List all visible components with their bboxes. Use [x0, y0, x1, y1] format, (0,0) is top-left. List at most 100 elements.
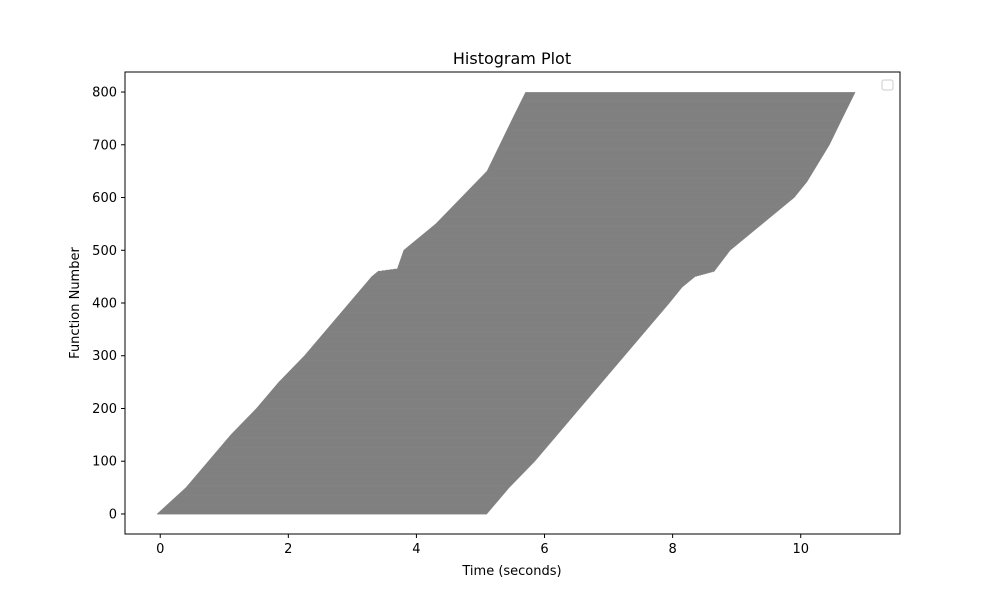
bar	[512, 117, 843, 119]
bar	[316, 340, 638, 342]
bar	[246, 418, 571, 420]
bar	[403, 249, 731, 251]
bar	[173, 498, 500, 500]
bar	[267, 394, 591, 396]
bar	[307, 352, 628, 354]
bar	[409, 245, 737, 246]
bar	[298, 361, 620, 362]
bar	[304, 354, 626, 356]
bar	[307, 351, 628, 353]
bar	[321, 334, 643, 336]
bar	[510, 121, 841, 123]
bar	[270, 391, 594, 393]
bar	[161, 509, 491, 511]
bar	[483, 174, 812, 176]
bar	[427, 230, 754, 232]
bar	[194, 477, 520, 479]
bar	[211, 456, 539, 458]
bar	[464, 193, 797, 195]
bar	[324, 332, 645, 333]
bar	[158, 512, 488, 514]
bar	[505, 131, 836, 133]
bar	[429, 228, 756, 230]
bar	[424, 232, 751, 234]
bar	[305, 354, 626, 356]
bar	[164, 506, 493, 508]
bar	[355, 295, 675, 297]
bar	[218, 449, 545, 451]
bar	[425, 231, 753, 233]
bar	[368, 279, 692, 281]
bar	[339, 313, 661, 315]
bar	[190, 481, 515, 483]
bar	[462, 195, 796, 197]
bar	[169, 502, 497, 504]
bar	[192, 479, 517, 481]
bar	[315, 342, 636, 344]
bar	[271, 389, 596, 391]
bar	[212, 455, 540, 457]
bar	[346, 305, 668, 307]
bar	[318, 338, 639, 340]
bar	[321, 335, 642, 337]
bar	[490, 163, 818, 165]
bar	[186, 486, 510, 488]
bar	[377, 271, 713, 273]
bar	[197, 472, 524, 474]
bar	[505, 132, 836, 134]
bar	[180, 492, 505, 494]
bar	[294, 365, 616, 367]
bar	[193, 478, 519, 480]
bar	[235, 429, 562, 431]
bar	[406, 247, 733, 249]
bar	[374, 273, 705, 275]
bar	[234, 430, 561, 432]
bar	[275, 385, 600, 387]
bar	[502, 138, 833, 139]
bar-group	[157, 92, 856, 515]
bar	[258, 405, 582, 407]
bar	[487, 169, 815, 171]
bar	[361, 288, 681, 290]
bar	[372, 275, 699, 277]
bar	[422, 233, 750, 235]
y-tick-label: 300	[92, 349, 117, 364]
bar	[350, 301, 671, 303]
bar	[501, 140, 832, 142]
bar	[458, 200, 791, 202]
bar	[362, 287, 682, 289]
bar	[489, 165, 817, 167]
bar	[523, 95, 854, 97]
bar	[354, 296, 675, 298]
bar	[402, 252, 729, 254]
bar	[398, 264, 720, 266]
bar	[307, 351, 629, 352]
bar	[257, 406, 582, 408]
bar	[510, 122, 841, 124]
bar	[209, 459, 537, 461]
bar	[518, 105, 849, 107]
bar	[343, 308, 665, 310]
bar	[324, 331, 645, 333]
bar	[243, 421, 569, 423]
bar	[397, 266, 718, 268]
bar	[347, 304, 668, 306]
bar	[470, 187, 802, 189]
bar	[410, 244, 737, 246]
y-tick-label: 400	[92, 297, 117, 312]
bar	[461, 196, 795, 198]
bar	[226, 439, 553, 441]
bar	[499, 143, 830, 145]
bar	[259, 403, 584, 405]
bar	[205, 464, 532, 466]
bar	[447, 211, 778, 213]
y-tick-label: 0	[109, 507, 117, 522]
bar	[374, 274, 703, 275]
bar	[277, 382, 602, 384]
bar	[352, 298, 673, 300]
bar	[467, 190, 800, 192]
bar	[523, 95, 854, 97]
bar	[364, 284, 686, 285]
bar	[310, 347, 631, 349]
bar	[335, 318, 656, 320]
